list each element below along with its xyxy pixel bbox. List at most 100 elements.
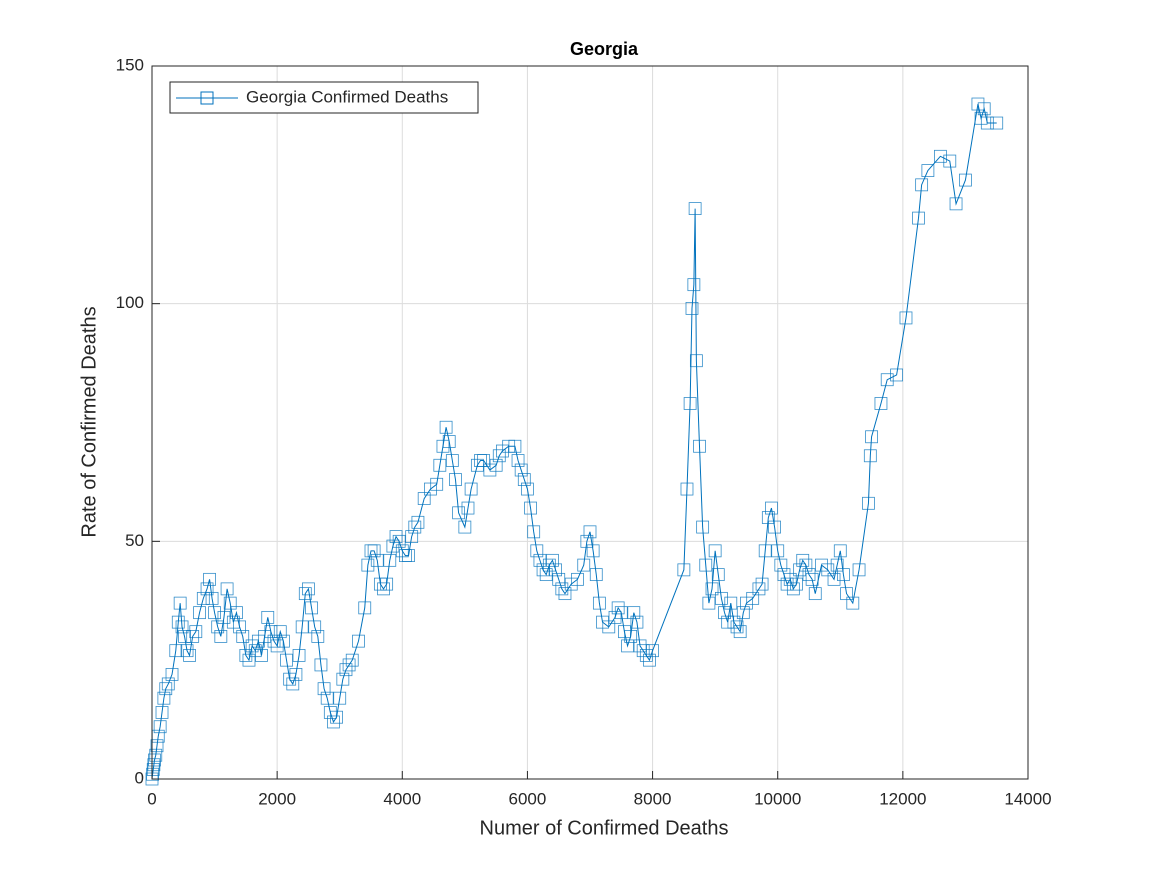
marker bbox=[880, 373, 894, 387]
marker bbox=[549, 563, 562, 577]
marker bbox=[833, 544, 847, 558]
marker bbox=[492, 449, 506, 463]
marker bbox=[862, 496, 875, 510]
marker bbox=[614, 606, 628, 620]
marker bbox=[308, 620, 322, 634]
marker bbox=[765, 501, 778, 515]
marker bbox=[220, 582, 234, 596]
marker bbox=[827, 572, 841, 586]
marker bbox=[852, 563, 866, 577]
marker bbox=[157, 691, 171, 705]
marker bbox=[699, 558, 713, 572]
marker bbox=[389, 530, 403, 543]
marker bbox=[874, 397, 888, 410]
marker bbox=[411, 515, 425, 529]
marker bbox=[173, 596, 187, 610]
y-tick-label: 0 bbox=[135, 768, 144, 787]
marker bbox=[934, 149, 947, 163]
marker bbox=[752, 582, 766, 596]
marker bbox=[865, 430, 878, 444]
marker bbox=[977, 102, 991, 116]
marker bbox=[361, 558, 375, 572]
marker bbox=[171, 615, 185, 629]
marker bbox=[405, 530, 419, 543]
marker bbox=[730, 620, 744, 634]
marker bbox=[286, 677, 300, 691]
marker bbox=[161, 677, 175, 691]
marker bbox=[352, 634, 365, 648]
marker bbox=[336, 672, 350, 686]
marker bbox=[380, 577, 394, 591]
marker bbox=[452, 506, 466, 520]
marker bbox=[959, 173, 972, 187]
marker bbox=[298, 587, 312, 601]
marker bbox=[367, 544, 381, 558]
x-axis-label: Numer of Confirmed Deaths bbox=[480, 817, 729, 839]
marker bbox=[461, 501, 475, 515]
marker bbox=[685, 302, 699, 315]
marker bbox=[863, 449, 877, 463]
marker bbox=[524, 501, 537, 515]
marker bbox=[317, 682, 331, 696]
marker bbox=[314, 658, 328, 672]
marker bbox=[180, 644, 194, 658]
marker bbox=[203, 572, 216, 586]
marker bbox=[169, 644, 183, 658]
marker bbox=[289, 668, 303, 681]
marker bbox=[508, 439, 522, 453]
plot bbox=[145, 97, 1004, 786]
marker bbox=[552, 572, 566, 586]
marker bbox=[261, 610, 275, 624]
marker bbox=[586, 544, 600, 558]
marker bbox=[646, 644, 659, 658]
x-tick-label: 10000 bbox=[754, 789, 801, 808]
marker bbox=[236, 630, 250, 643]
x-tick-label: 2000 bbox=[258, 789, 296, 808]
x-tick-label: 0 bbox=[147, 789, 156, 808]
marker bbox=[790, 577, 803, 591]
x-tick-label: 14000 bbox=[1004, 789, 1051, 808]
marker bbox=[571, 572, 584, 586]
marker bbox=[758, 544, 772, 558]
marker bbox=[677, 563, 691, 577]
marker bbox=[786, 582, 800, 596]
marker bbox=[990, 116, 1004, 130]
y-tick-label: 150 bbox=[116, 55, 144, 74]
series-line bbox=[151, 103, 997, 780]
marker bbox=[521, 482, 534, 496]
marker bbox=[527, 525, 541, 539]
chart-title: Georgia bbox=[570, 39, 639, 59]
marker bbox=[208, 606, 221, 620]
marker bbox=[517, 473, 531, 486]
marker bbox=[683, 397, 697, 410]
marker bbox=[808, 587, 822, 601]
marker bbox=[774, 558, 788, 572]
marker bbox=[546, 553, 559, 567]
marker bbox=[980, 116, 994, 130]
marker bbox=[342, 658, 356, 672]
marker bbox=[630, 615, 644, 629]
marker bbox=[345, 653, 359, 667]
marker bbox=[233, 620, 247, 634]
marker bbox=[530, 544, 544, 558]
marker bbox=[205, 591, 219, 605]
marker bbox=[442, 435, 456, 448]
marker bbox=[178, 630, 191, 643]
marker bbox=[264, 625, 278, 639]
marker bbox=[159, 682, 173, 696]
marker bbox=[175, 620, 189, 634]
marker bbox=[768, 520, 781, 534]
marker bbox=[148, 753, 161, 767]
marker bbox=[165, 668, 179, 681]
x-tick-label: 12000 bbox=[879, 789, 926, 808]
marker bbox=[511, 454, 525, 467]
marker bbox=[577, 558, 591, 572]
marker bbox=[643, 653, 656, 667]
marker bbox=[193, 606, 206, 620]
marker bbox=[150, 739, 164, 753]
marker bbox=[377, 582, 390, 596]
marker bbox=[583, 525, 597, 539]
marker bbox=[333, 691, 347, 705]
marker bbox=[408, 520, 422, 534]
marker bbox=[949, 197, 963, 211]
